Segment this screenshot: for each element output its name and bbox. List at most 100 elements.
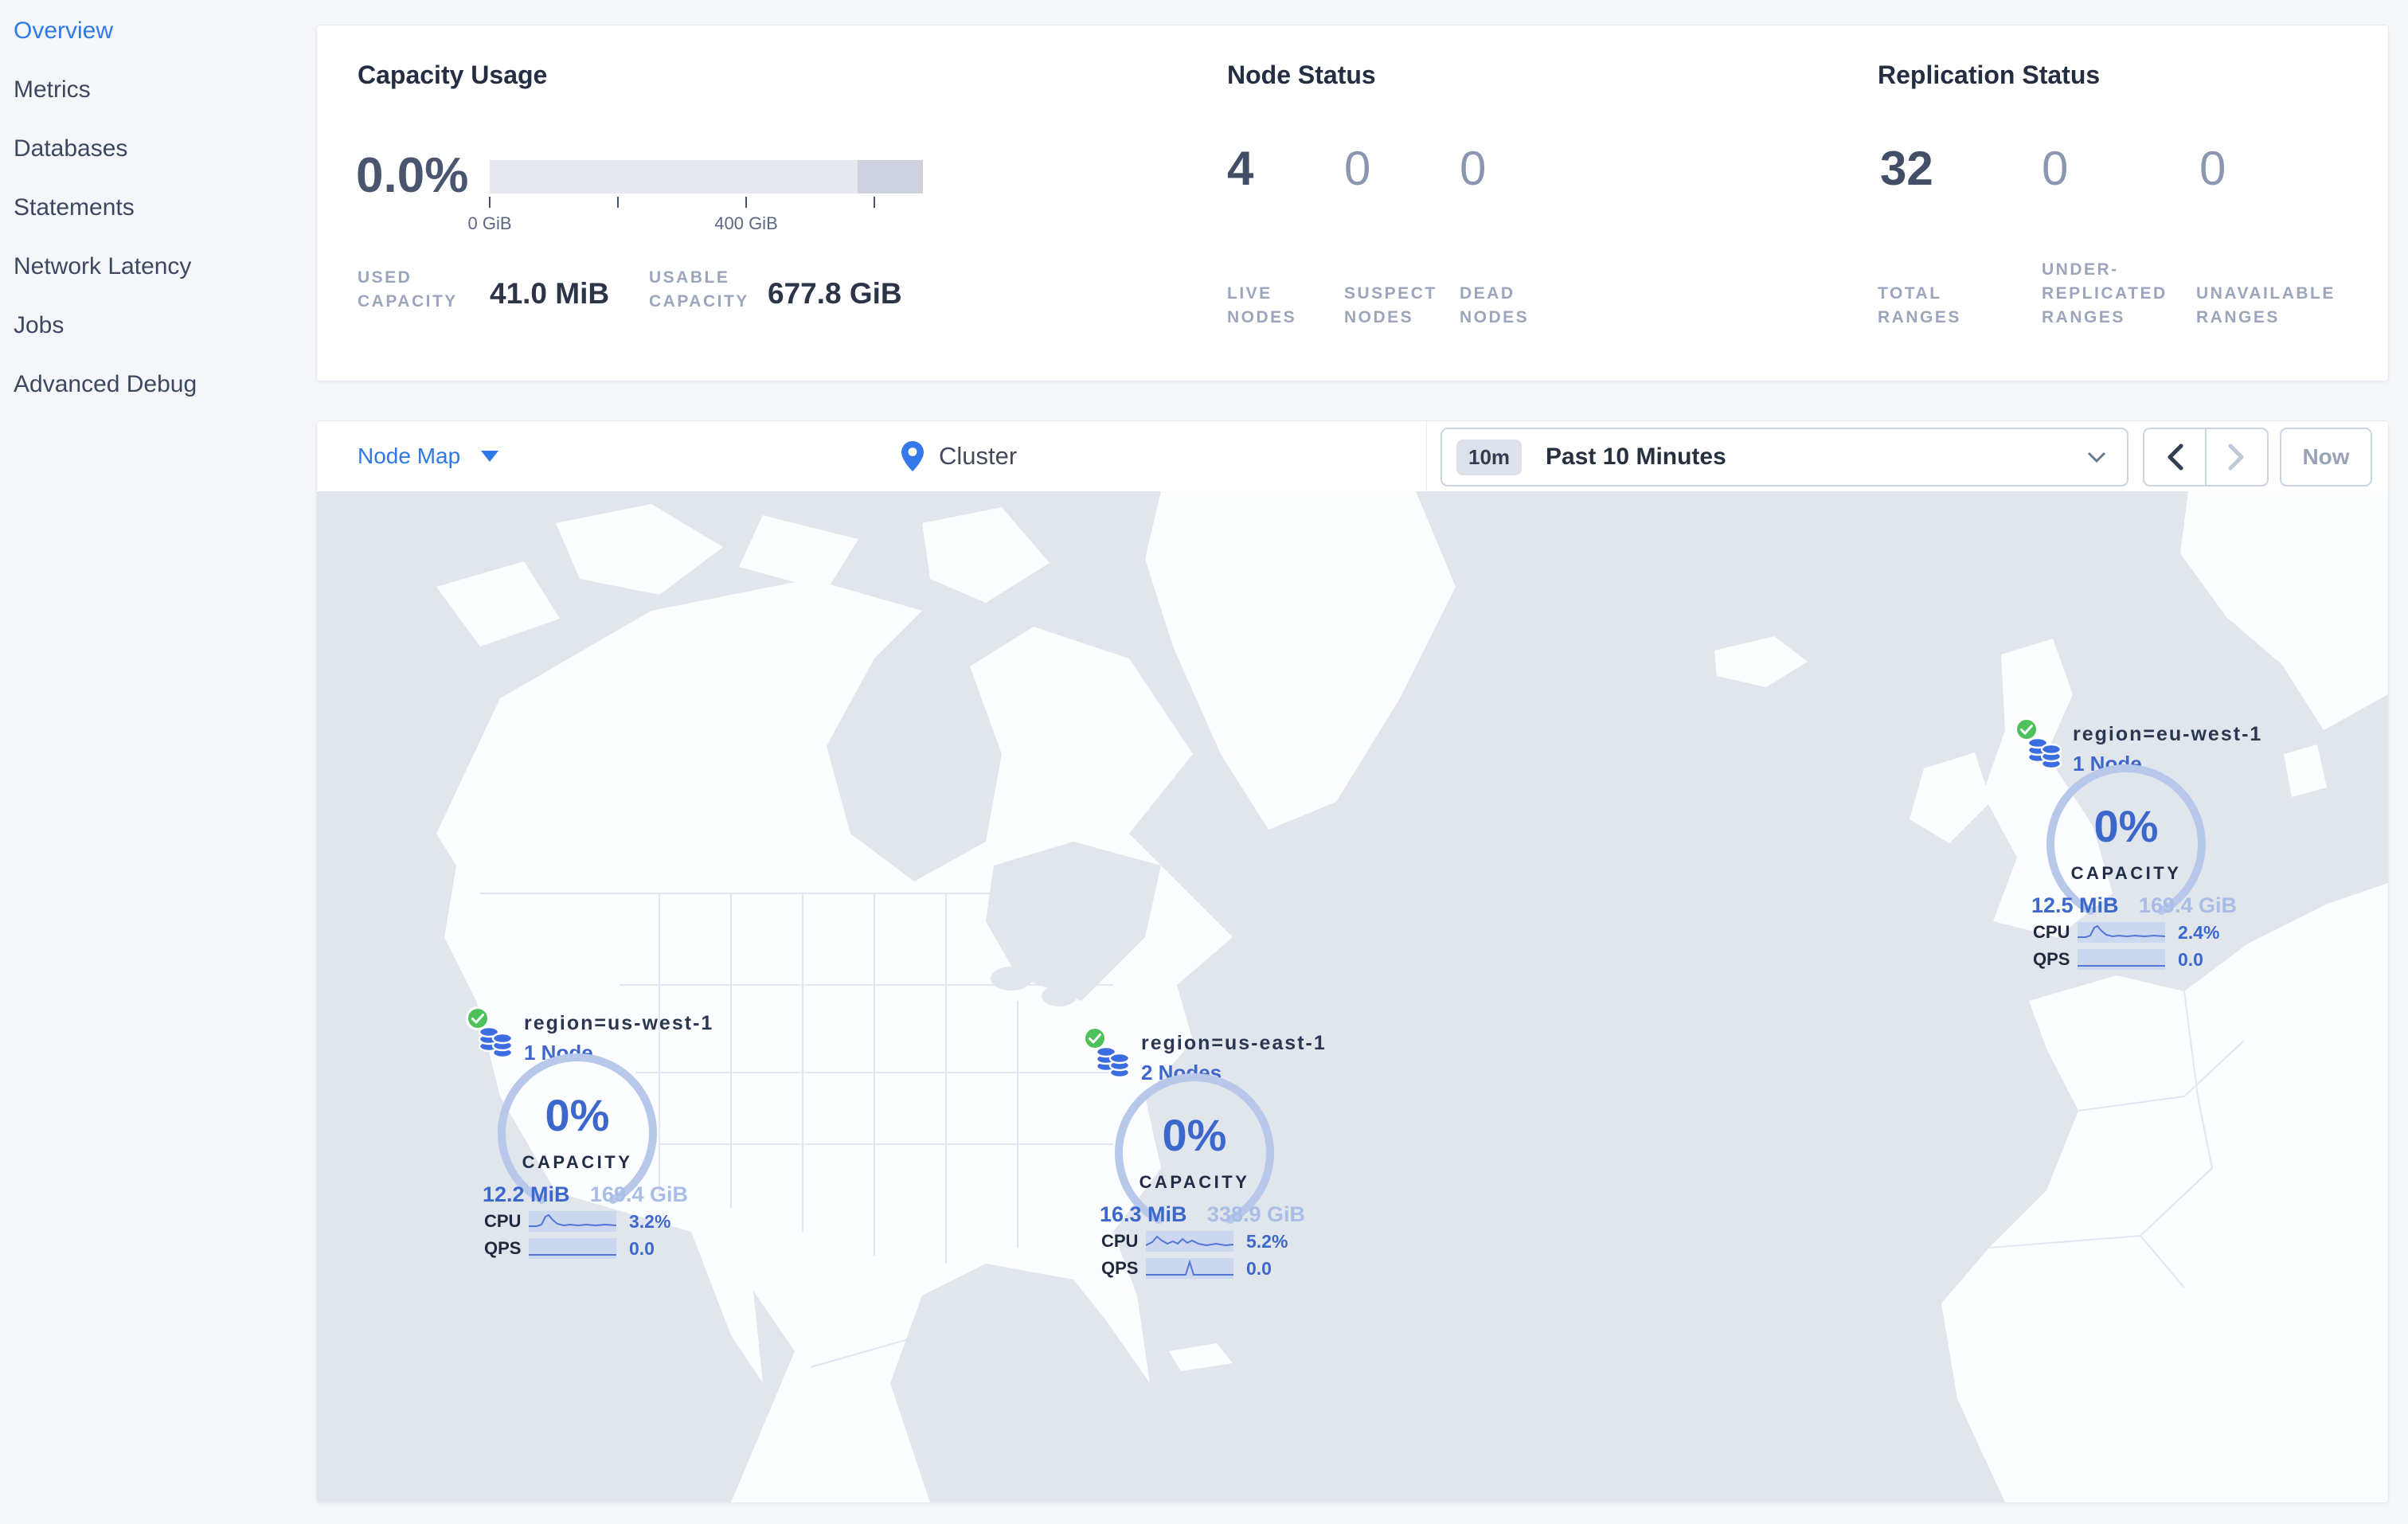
cpu-value: 3.2%: [629, 1210, 671, 1232]
capacity-usage-title: Capacity Usage: [358, 61, 548, 89]
cluster-summary-panel: Capacity Usage 0.0% 0 GiB 400 GiB USED C…: [316, 25, 2389, 381]
capacity-tick-label-0: 0 GiB: [467, 213, 512, 233]
capacity-axis-tick: [745, 197, 747, 208]
under-replicated-value: 0: [2042, 142, 2069, 195]
usable-capacity-label: USABLE CAPACITY: [649, 268, 749, 311]
map-pin-icon: [901, 441, 924, 471]
region-name: region=us-west-1: [524, 1012, 714, 1034]
qps-label: QPS: [1101, 1258, 1139, 1278]
database-nodes-icon: [1095, 1045, 1131, 1079]
under-replicated-label: UNDER-REPLICATED RANGES: [2042, 260, 2168, 326]
healthy-check-icon: [466, 1006, 490, 1030]
dead-nodes-label: DEAD NODES: [1460, 284, 1530, 326]
sidebar-item-statements[interactable]: Statements: [14, 194, 135, 221]
time-range-select[interactable]: 10m Past 10 Minutes: [1440, 428, 2128, 487]
cpu-row: CPU 5.2%: [1101, 1231, 1316, 1252]
region-total-capacity: 169.4 GiB: [2138, 893, 2237, 917]
view-selector-dropdown[interactable]: Node Map: [358, 421, 499, 491]
region-marker-us-east-1[interactable]: region=us-east-1 2 Nodes 0% CAPACITY 16.…: [1082, 1026, 1325, 1296]
breadcrumb-label: Cluster: [939, 442, 1018, 470]
qps-sparkline: [1146, 1258, 1233, 1279]
chevron-right-icon: [2228, 444, 2244, 471]
sidebar-item-network-latency[interactable]: Network Latency: [14, 253, 192, 279]
total-ranges-label: TOTAL RANGES: [1878, 284, 1961, 326]
qps-row: QPS 0.0: [1101, 1258, 1316, 1279]
region-used-capacity: 12.5 MiB: [2031, 893, 2119, 917]
suspect-nodes-label: SUSPECT NODES: [1344, 284, 1437, 326]
region-used-capacity: 12.2 MiB: [483, 1182, 570, 1206]
cpu-sparkline: [1146, 1231, 1233, 1252]
unavailable-ranges-value: 0: [2199, 142, 2226, 195]
qps-sparkline: [529, 1238, 616, 1259]
capacity-gauge-ring: [2046, 764, 2206, 915]
region-name: region=us-east-1: [1141, 1032, 1327, 1054]
toolbar-divider: [1426, 421, 1427, 491]
map-toolbar: Node Map Cluster 10m Past 10 Minutes: [317, 421, 2388, 492]
region-capacity-percent: 0%: [545, 1090, 610, 1140]
healthy-check-icon: [2015, 717, 2039, 741]
cpu-value: 5.2%: [1246, 1230, 1288, 1252]
step-forward-button[interactable]: [2205, 429, 2267, 485]
cpu-label: CPU: [484, 1211, 522, 1231]
cpu-row: CPU 3.2%: [484, 1211, 699, 1232]
sidebar-item-overview[interactable]: Overview: [14, 18, 114, 44]
region-name: region=eu-west-1: [2073, 723, 2263, 745]
total-ranges-value: 32: [1880, 142, 1933, 195]
region-capacity-percent: 0%: [1162, 1110, 1227, 1160]
region-total-capacity: 169.4 GiB: [589, 1182, 688, 1206]
capacity-axis-tick: [489, 197, 491, 208]
qps-row: QPS 0.0: [484, 1238, 699, 1259]
replication-status-title: Replication Status: [1878, 61, 2101, 89]
time-step-buttons: [2143, 428, 2269, 487]
live-nodes-value: 4: [1227, 142, 1254, 195]
database-nodes-icon: [478, 1026, 514, 1059]
time-range-badge: 10m: [1456, 439, 1523, 475]
step-back-button[interactable]: [2144, 429, 2205, 485]
sidebar-item-advanced-debug[interactable]: Advanced Debug: [14, 371, 197, 397]
node-map[interactable]: region=us-west-1 1 Node 0% CAPACITY 12.2…: [317, 491, 2388, 1503]
region-capacity-label: CAPACITY: [1139, 1172, 1250, 1192]
healthy-check-icon: [1083, 1026, 1107, 1050]
qps-value: 0.0: [629, 1237, 655, 1259]
database-nodes-icon: [2027, 737, 2062, 770]
node-status-title: Node Status: [1227, 61, 1376, 89]
region-capacity-label: CAPACITY: [522, 1152, 633, 1172]
capacity-used-percent: 0.0%: [356, 148, 469, 203]
sidebar: Overview Metrics Databases Statements Ne…: [0, 0, 316, 1524]
capacity-gauge-ring: [498, 1053, 657, 1204]
cpu-label: CPU: [2033, 922, 2070, 942]
region-used-capacity: 16.3 MiB: [1100, 1202, 1187, 1226]
cpu-row: CPU 2.4%: [2033, 922, 2248, 943]
used-capacity-value: 41.0 MiB: [490, 277, 610, 310]
chevron-down-icon: [2087, 451, 2106, 463]
live-nodes-label: LIVE NODES: [1227, 284, 1297, 326]
usable-capacity-value: 677.8 GiB: [768, 277, 902, 310]
region-marker-eu-west-1[interactable]: region=eu-west-1 1 Node 0% CAPACITY 12.5…: [2014, 717, 2261, 987]
cpu-value: 2.4%: [2178, 921, 2220, 943]
world-map: [317, 491, 2388, 1503]
capacity-axis-tick: [874, 197, 875, 208]
node-map-panel: Node Map Cluster 10m Past 10 Minutes: [316, 420, 2389, 1503]
qps-row: QPS 0.0: [2033, 949, 2248, 970]
used-capacity-label: USED CAPACITY: [358, 268, 458, 311]
chevron-left-icon: [2168, 444, 2183, 471]
breadcrumb[interactable]: Cluster: [901, 421, 1017, 491]
now-button[interactable]: Now: [2280, 428, 2372, 487]
qps-label: QPS: [484, 1238, 522, 1258]
cpu-sparkline: [529, 1211, 616, 1232]
view-selector-label: Node Map: [358, 444, 461, 468]
sidebar-item-metrics[interactable]: Metrics: [14, 76, 91, 103]
qps-label: QPS: [2033, 949, 2070, 969]
dead-nodes-value: 0: [1460, 142, 1487, 195]
capacity-bar: [490, 160, 923, 193]
cpu-label: CPU: [1101, 1231, 1139, 1251]
capacity-axis-tick: [617, 197, 619, 208]
sidebar-item-jobs[interactable]: Jobs: [14, 312, 64, 338]
region-capacity-percent: 0%: [2093, 801, 2159, 851]
capacity-gauge-ring: [1115, 1073, 1274, 1224]
qps-sparkline: [2078, 949, 2165, 970]
chevron-down-icon: [481, 451, 499, 462]
qps-value: 0.0: [1246, 1257, 1272, 1279]
region-marker-us-west-1[interactable]: region=us-west-1 1 Node 0% CAPACITY 12.2…: [465, 1006, 712, 1276]
sidebar-item-databases[interactable]: Databases: [14, 135, 128, 162]
